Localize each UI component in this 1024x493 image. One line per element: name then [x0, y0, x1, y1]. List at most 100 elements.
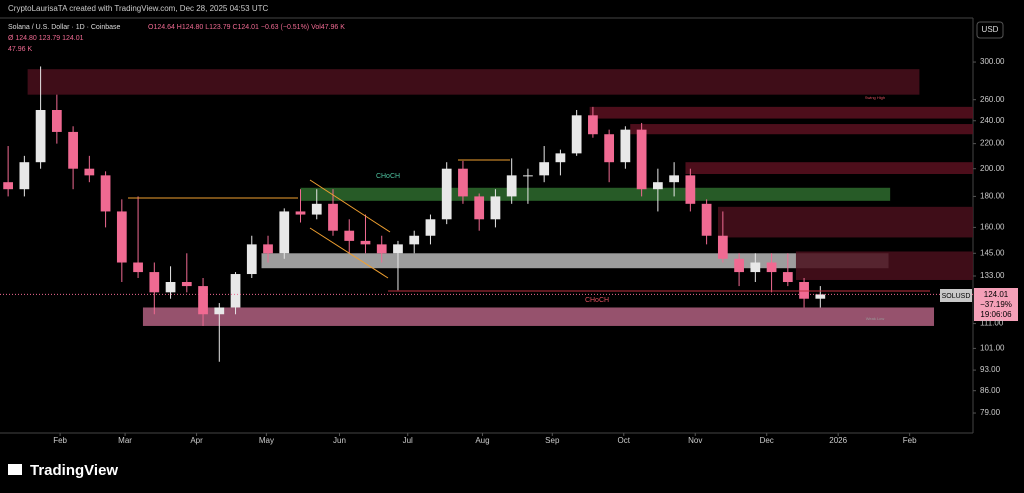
candle-body — [409, 235, 420, 245]
legend-ohlc: O124.64 H124.80 L123.79 C124.01 −0.63 (−… — [148, 24, 345, 31]
candle-body — [474, 196, 485, 220]
candle-body — [344, 230, 355, 241]
candle-body — [766, 262, 777, 273]
candle-body — [181, 282, 192, 287]
candle-body — [35, 110, 46, 163]
legend-symbol: Solana / U.S. Dollar · 1D · Coinbase — [8, 24, 121, 31]
y-tick-label: 93.00 — [980, 365, 1001, 374]
annotation: CHoCH — [585, 297, 609, 304]
candle-body — [490, 196, 501, 220]
zone — [685, 162, 973, 175]
candle-body — [116, 211, 127, 263]
candle-body — [3, 182, 13, 190]
currency-box[interactable] — [976, 21, 1004, 39]
candle-body — [295, 211, 306, 215]
candle-body — [523, 175, 533, 177]
candle-body — [133, 262, 143, 273]
brand: TradingView — [30, 462, 118, 479]
last-change: −37.19% — [980, 300, 1012, 309]
y-tick-label: 300.00 — [980, 57, 1005, 66]
candle-body — [441, 168, 452, 220]
candle-body — [100, 175, 111, 212]
candle-body — [506, 175, 517, 197]
candle-body — [685, 175, 696, 204]
candle-body — [571, 115, 582, 154]
legend-line: Ø 124.80 123.79 124.01 — [8, 35, 84, 42]
y-tick-label: 79.00 — [980, 408, 1001, 417]
x-tick-label: Mar — [118, 436, 132, 445]
candle-body — [604, 134, 615, 163]
candle-body — [165, 282, 176, 293]
symbol-box — [940, 289, 972, 302]
trendline — [309, 179, 391, 233]
candle-body — [263, 244, 273, 254]
last-price: 124.01 — [984, 290, 1009, 299]
x-tick-label: Feb — [903, 436, 917, 445]
candle-body — [458, 168, 468, 197]
y-tick-label: 240.00 — [980, 116, 1005, 125]
candle-body — [636, 129, 647, 190]
currency[interactable]: USD — [982, 25, 999, 34]
symbol: SOLUSD — [942, 293, 971, 300]
watermark: CryptoLaurisaTA created with TradingView… — [8, 4, 269, 13]
candle-body — [198, 286, 208, 315]
x-tick-label: Oct — [618, 436, 631, 445]
y-tick-label: 160.00 — [980, 222, 1005, 231]
x-tick-label: Dec — [760, 436, 774, 445]
candle-body — [701, 203, 712, 236]
candle-body — [51, 110, 62, 132]
y-tick-label: 180.00 — [980, 192, 1005, 201]
candle-body — [588, 115, 598, 135]
legend-volume: 47.96 K — [8, 46, 32, 53]
x-tick-label: Aug — [475, 436, 489, 445]
candle-body — [214, 307, 225, 315]
x-tick-label: May — [259, 436, 274, 445]
candle-body — [539, 162, 550, 176]
trendline — [309, 227, 389, 279]
x-tick-label: Apr — [190, 436, 203, 445]
y-tick-label: 101.00 — [980, 344, 1005, 353]
annotation: Weak Low — [866, 316, 885, 321]
candle-body — [425, 219, 436, 236]
candle-body — [279, 211, 290, 254]
zone — [717, 206, 973, 238]
candle-body — [555, 153, 566, 163]
candle-body — [799, 282, 809, 299]
countdown: 19:06:06 — [980, 310, 1012, 319]
x-tick-label: Feb — [53, 436, 67, 445]
zone — [300, 187, 891, 201]
candle-body — [669, 175, 679, 183]
candle-body — [652, 182, 663, 190]
annotation: CHoCH — [376, 173, 400, 180]
y-tick-label: 220.00 — [980, 139, 1005, 148]
candle-body — [19, 162, 30, 190]
y-tick-label: 86.00 — [980, 386, 1001, 395]
candle-body — [360, 240, 371, 245]
x-tick-label: Jun — [333, 436, 346, 445]
candle-body — [68, 131, 78, 169]
annotation: Swing High — [865, 95, 885, 100]
price-box — [974, 288, 1018, 321]
candle-body — [230, 274, 241, 308]
candle-body — [734, 258, 744, 273]
candle-body — [782, 272, 793, 283]
candle-body — [246, 244, 257, 275]
candle-body — [717, 235, 728, 259]
zone — [261, 253, 889, 269]
candle-body — [328, 203, 338, 231]
candle-body — [620, 129, 631, 163]
y-tick-label: 260.00 — [980, 95, 1005, 104]
zone — [795, 251, 973, 280]
candle-body — [393, 244, 403, 254]
zone — [589, 106, 973, 119]
candle-body — [376, 244, 387, 254]
y-tick-label: 133.00 — [980, 271, 1005, 280]
x-tick-label: Sep — [545, 436, 560, 445]
zone — [142, 307, 935, 326]
plot — [0, 66, 973, 362]
y-tick-label: 145.00 — [980, 248, 1005, 257]
x-tick-label: 2026 — [829, 436, 847, 445]
y-tick-label: 200.00 — [980, 164, 1005, 173]
